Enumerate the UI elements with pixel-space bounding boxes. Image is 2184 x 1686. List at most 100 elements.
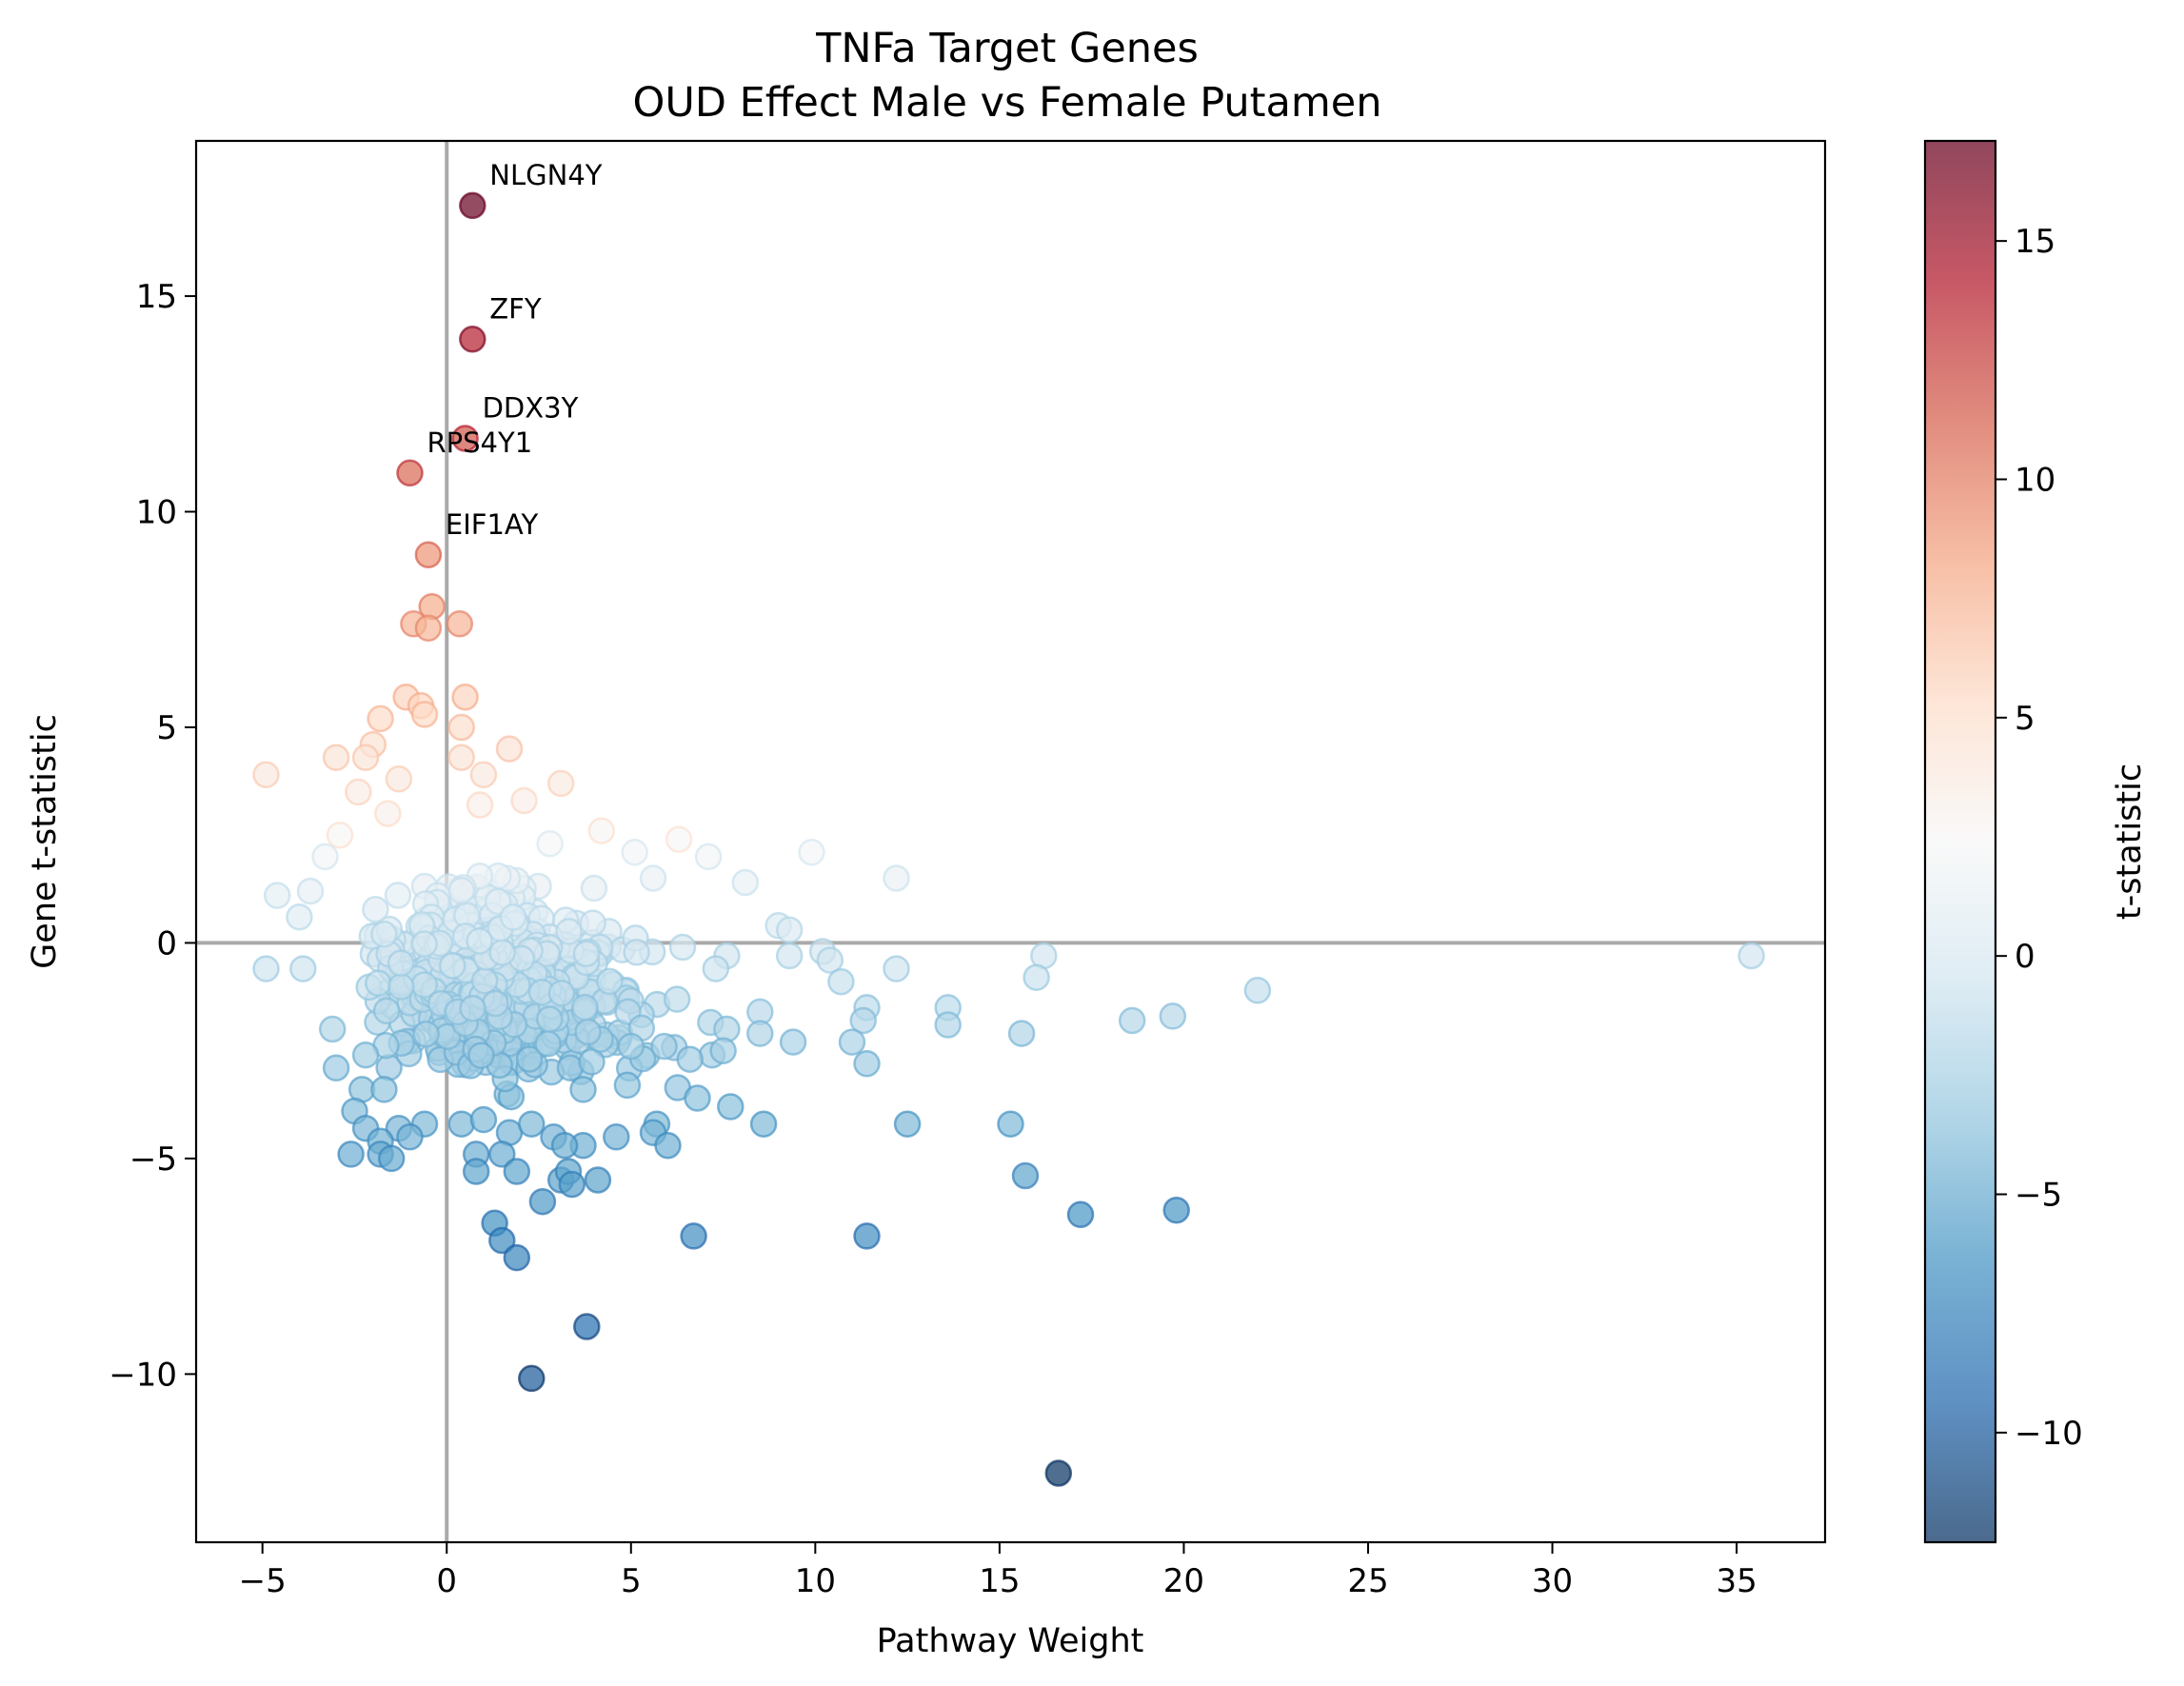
gene-label: ZFY [489, 292, 542, 325]
x-tick-label: 35 [1716, 1562, 1757, 1600]
y-tick-label: 5 [156, 709, 177, 747]
data-point [717, 1093, 745, 1121]
data-point [1162, 1196, 1190, 1224]
data-point [466, 927, 493, 955]
colorbar-tick-label: 0 [2015, 938, 2035, 976]
data-point [1737, 942, 1765, 970]
data-point [849, 1006, 877, 1035]
data-point [838, 1028, 866, 1056]
data-point [467, 1041, 495, 1069]
colorbar-ticks: −10 −5 0 5 10 15 [1995, 223, 2083, 1453]
data-point [466, 791, 494, 819]
data-point [377, 1144, 406, 1173]
data-point [459, 191, 486, 220]
colorbar-tick-label: −5 [2015, 1177, 2062, 1215]
data-point [623, 939, 650, 966]
data-point [470, 966, 499, 995]
data-point [572, 940, 601, 968]
y-axis: −10 −5 0 5 10 15 [109, 278, 196, 1394]
data-point [482, 989, 509, 1018]
data-point [746, 1020, 774, 1047]
gene-label: NLGN4Y [489, 159, 602, 191]
data-point [731, 868, 760, 897]
data-point [639, 864, 667, 892]
data-point [503, 1158, 531, 1185]
data-point [488, 939, 516, 966]
data-point [296, 877, 325, 905]
data-point [694, 843, 723, 871]
data-point [883, 864, 910, 892]
data-point [410, 701, 439, 728]
data-point [853, 1222, 881, 1250]
data-point [853, 1050, 881, 1078]
data-point [555, 918, 583, 945]
data-point [574, 1018, 602, 1046]
colorbar-tick-label: 5 [2015, 700, 2035, 738]
chart-subtitle: OUD Effect Male vs Female Putamen [633, 79, 1382, 127]
data-point [459, 326, 486, 353]
data-point [345, 778, 372, 806]
data-point [469, 1105, 498, 1134]
data-point [534, 1030, 562, 1058]
data-point [665, 825, 693, 853]
data-point [997, 1110, 1024, 1138]
data-point [396, 1123, 424, 1151]
data-point [650, 1032, 678, 1061]
data-point [528, 1187, 557, 1216]
gene-label: RPS4Y1 [427, 426, 533, 459]
data-point [414, 541, 443, 569]
data-point [579, 909, 606, 937]
data-point [414, 614, 443, 643]
data-point [571, 993, 599, 1022]
colorbar-gradient [1923, 139, 1997, 1544]
gene-label: EIF1AY [446, 508, 539, 541]
data-point [438, 952, 467, 980]
x-tick-label: −5 [239, 1562, 287, 1600]
x-tick-label: 0 [436, 1562, 457, 1600]
data-point [370, 1076, 398, 1103]
data-point [934, 1011, 962, 1039]
x-tick-label: 30 [1532, 1562, 1573, 1600]
data-point [798, 839, 825, 866]
data-point [385, 765, 413, 793]
y-tick-label: 15 [136, 278, 177, 316]
data-point [547, 979, 576, 1007]
data-point [499, 903, 527, 931]
data-point [518, 1110, 546, 1138]
data-point [318, 1015, 347, 1043]
data-point [263, 882, 291, 909]
data-point [337, 1141, 365, 1168]
data-point [322, 744, 350, 771]
data-point [587, 817, 616, 844]
data-point [676, 1045, 704, 1073]
y-tick-label: −5 [129, 1141, 177, 1179]
x-tick-label: 25 [1347, 1562, 1388, 1600]
x-tick-label: 15 [979, 1562, 1020, 1600]
data-point [603, 1123, 630, 1151]
x-tick-label: 20 [1163, 1562, 1204, 1600]
data-point [680, 1222, 707, 1250]
data-point [384, 882, 412, 909]
plot-background [196, 141, 1825, 1542]
data-point [654, 1132, 682, 1160]
data-point [1118, 1006, 1146, 1035]
data-point [447, 744, 475, 771]
data-point [372, 997, 401, 1025]
data-points [252, 191, 1765, 1487]
colorbar-label: t-statistic [2111, 764, 2149, 920]
data-point [387, 949, 415, 977]
data-point [286, 903, 313, 931]
data-point [546, 769, 575, 798]
data-point [351, 1041, 380, 1069]
data-point [518, 1364, 546, 1393]
data-point [469, 761, 498, 789]
data-point [503, 1243, 531, 1272]
data-point [536, 830, 564, 858]
data-point [515, 1045, 544, 1073]
data-point [387, 973, 415, 1001]
data-point [893, 1110, 922, 1138]
data-point [558, 1170, 586, 1199]
data-point [446, 610, 474, 638]
